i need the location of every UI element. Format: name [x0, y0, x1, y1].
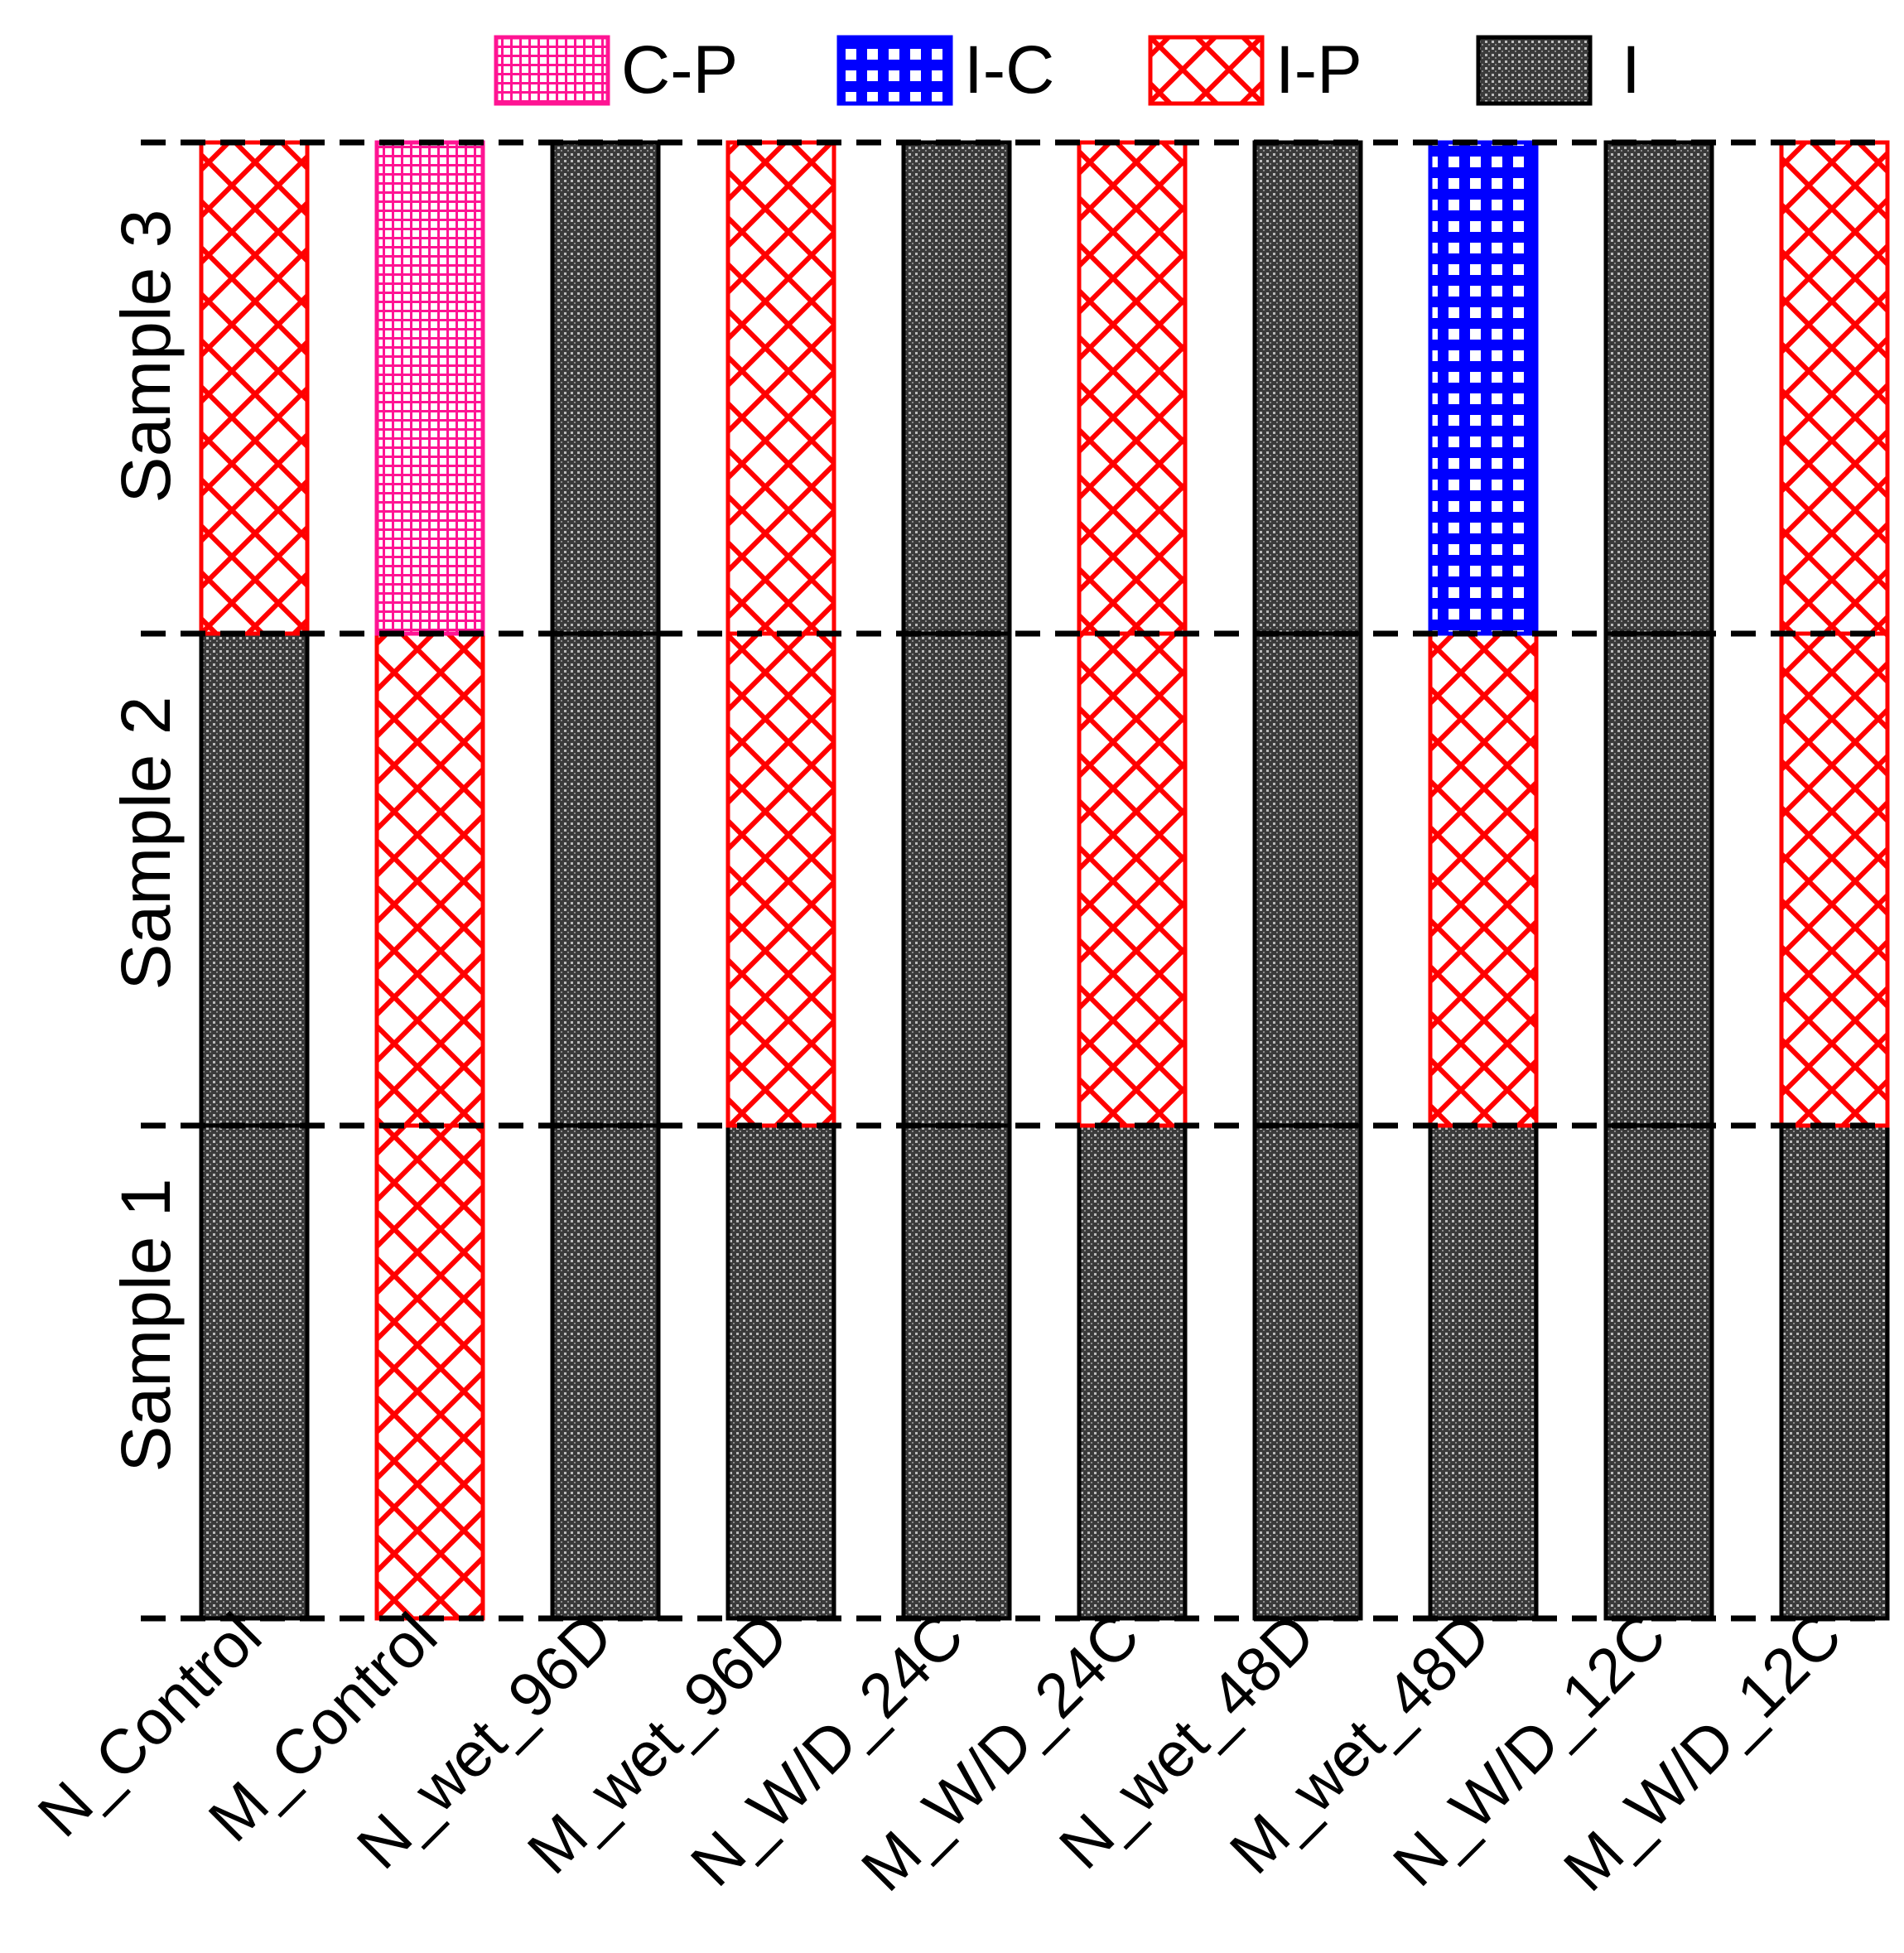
bar-m-wet-48d-sample-3-i-c [1428, 140, 1539, 636]
bar-n-wet-48d-sample-2-i [1252, 631, 1363, 1128]
bar-n-control-sample-3-i-p [199, 140, 310, 636]
bar-n-control-sample-2-i [199, 631, 310, 1128]
legend-swatch-ic [836, 35, 953, 106]
bar-m-wet-96d-sample-1-i [725, 1123, 836, 1621]
bar-m-w-d-12c-sample-1-i [1779, 1123, 1890, 1621]
legend-item-cp: C-P [494, 32, 738, 108]
bar-m-wet-96d-sample-3-i-p [725, 140, 836, 636]
bar-n-wet-96d-sample-2-i [550, 631, 661, 1128]
row-label-sample-3: Sample 3 [107, 210, 185, 504]
legend: C-P I-C I-P I [494, 32, 1641, 108]
bar-n-w-d-12c-sample-2-i [1603, 631, 1714, 1128]
bar-m-wet-96d-sample-2-i-p [725, 631, 836, 1128]
legend-item-i: I [1476, 32, 1641, 108]
legend-label-ic: I-C [964, 32, 1054, 108]
legend-item-ic: I-C [836, 32, 1054, 108]
bar-n-wet-96d-sample-3-i [550, 140, 661, 636]
bar-m-wet-48d-sample-2-i-p [1428, 631, 1539, 1128]
bar-m-control-sample-1-i-p [374, 1123, 485, 1621]
bar-m-control-sample-3-c-p [374, 140, 485, 636]
bar-n-w-d-24c-sample-2-i [901, 631, 1012, 1128]
bar-m-w-d-12c-sample-3-i-p [1779, 140, 1890, 636]
category-labels: N_Control M_Control N_wet_96D M_wet_96D … [25, 1600, 1855, 1905]
bar-n-control-sample-1-i [199, 1123, 310, 1621]
legend-label-cp: C-P [621, 32, 738, 108]
legend-label-ip: I-P [1275, 32, 1362, 108]
bars-layer [199, 140, 1890, 1621]
row-labels: Sample 1 Sample 2 Sample 3 [107, 210, 185, 1473]
bar-n-wet-48d-sample-1-i [1252, 1123, 1363, 1621]
row-separators [141, 139, 1884, 1622]
bar-n-wet-48d-sample-3-i [1252, 140, 1363, 636]
bar-n-w-d-12c-sample-1-i [1603, 1123, 1714, 1621]
bar-m-wet-48d-sample-1-i [1428, 1123, 1539, 1621]
legend-swatch-cp [494, 35, 610, 106]
bar-m-w-d-24c-sample-1-i [1077, 1123, 1188, 1621]
bar-n-w-d-24c-sample-3-i [901, 140, 1012, 636]
bar-n-w-d-24c-sample-1-i [901, 1123, 1012, 1621]
bar-m-w-d-12c-sample-2-i-p [1779, 631, 1890, 1128]
legend-swatch-i [1476, 35, 1593, 106]
row-label-sample-1: Sample 1 [107, 1179, 185, 1473]
bar-m-control-sample-2-i-p [374, 631, 485, 1128]
legend-label-i: I [1622, 32, 1641, 108]
bar-n-w-d-12c-sample-3-i [1603, 140, 1714, 636]
legend-item-ip: I-P [1148, 32, 1362, 108]
bar-n-wet-96d-sample-1-i [550, 1123, 661, 1621]
legend-swatch-ip [1148, 35, 1265, 106]
bar-m-w-d-24c-sample-2-i-p [1077, 631, 1188, 1128]
bar-m-w-d-24c-sample-3-i-p [1077, 140, 1188, 636]
row-label-sample-2: Sample 2 [107, 697, 185, 991]
